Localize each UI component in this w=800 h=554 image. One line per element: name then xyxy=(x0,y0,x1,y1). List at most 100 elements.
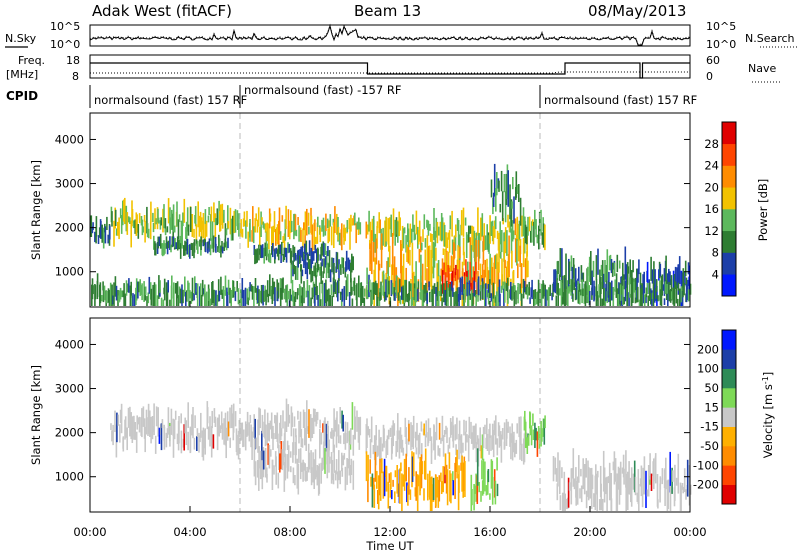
range-cell xyxy=(603,288,605,306)
range-cell xyxy=(412,415,415,439)
range-cell xyxy=(589,291,591,305)
range-cell xyxy=(500,170,503,192)
range-cell xyxy=(603,467,606,503)
range-cell xyxy=(544,224,546,251)
range-cell xyxy=(515,439,518,454)
range-cell xyxy=(557,452,559,487)
range-cell xyxy=(255,437,258,449)
range-cell xyxy=(346,274,349,297)
range-cell xyxy=(199,435,201,443)
range-cell xyxy=(229,407,231,429)
range-cell xyxy=(659,289,662,306)
range-cell xyxy=(276,224,279,245)
range-cell xyxy=(452,242,455,286)
range-cell xyxy=(287,445,290,472)
range-cell xyxy=(513,285,516,306)
beam-title: Beam 13 xyxy=(354,2,421,20)
range-cell xyxy=(676,267,678,289)
range-cell xyxy=(557,282,559,306)
range-cell xyxy=(103,285,106,301)
range-cell xyxy=(401,473,403,511)
range-cell xyxy=(374,451,377,482)
range-cell xyxy=(124,293,127,306)
power-colorbar-bin xyxy=(722,122,736,145)
range-cell xyxy=(205,242,207,253)
range-cell xyxy=(597,470,599,478)
range-cell xyxy=(377,260,380,299)
range-cell xyxy=(219,425,222,434)
range-cell xyxy=(456,270,458,296)
power-heatmap xyxy=(90,163,692,306)
range-cell xyxy=(632,473,635,490)
range-cell xyxy=(230,218,233,241)
range-cell xyxy=(450,286,452,306)
range-cell xyxy=(110,423,112,431)
range-cell xyxy=(456,449,458,479)
range-cell xyxy=(621,277,623,295)
range-cell xyxy=(233,210,235,234)
range-cell xyxy=(286,440,289,450)
range-cell xyxy=(321,221,324,229)
range-cell xyxy=(441,217,444,241)
noise-tick-top-left: 10^5 xyxy=(50,20,80,33)
range-cell xyxy=(351,298,354,306)
range-cell xyxy=(495,254,497,269)
range-cell xyxy=(270,285,273,300)
range-cell xyxy=(568,482,571,491)
range-cell xyxy=(171,275,173,299)
range-cell xyxy=(275,247,278,254)
range-cell xyxy=(520,263,523,289)
range-cell xyxy=(368,210,370,232)
range-cell xyxy=(336,213,338,235)
range-cell xyxy=(322,217,325,237)
freq-tick-8: 8 xyxy=(72,70,79,83)
range-cell xyxy=(135,278,138,301)
range-cell xyxy=(397,277,399,306)
range-cell xyxy=(167,407,170,435)
range-cell xyxy=(120,215,123,234)
range-cell xyxy=(496,438,499,456)
range-cell xyxy=(219,204,222,231)
range-cell xyxy=(423,214,426,230)
range-cell xyxy=(447,251,450,272)
range-cell xyxy=(242,433,244,448)
range-cell xyxy=(331,428,333,439)
range-cell xyxy=(303,287,306,298)
range-cell xyxy=(191,214,194,237)
range-cell xyxy=(489,493,491,500)
freq-unit-label: [MHz] xyxy=(6,68,38,81)
range-cell xyxy=(595,286,598,306)
range-cell xyxy=(524,258,527,291)
range-cell xyxy=(465,232,468,258)
range-cell xyxy=(473,280,475,297)
range-cell xyxy=(398,279,401,293)
range-cell xyxy=(279,231,282,240)
range-cell xyxy=(511,201,513,209)
range-cell xyxy=(482,426,485,448)
range-cell xyxy=(485,283,487,306)
range-cell xyxy=(561,296,564,305)
power-colorbar-bin xyxy=(722,274,736,297)
range-cell xyxy=(284,219,287,241)
range-cell xyxy=(315,236,317,245)
range-cell xyxy=(554,270,557,279)
range-cell xyxy=(682,283,684,298)
range-cell xyxy=(491,266,494,298)
range-cell xyxy=(470,245,473,284)
range-cell xyxy=(470,421,472,439)
range-cell xyxy=(671,291,673,300)
range-cell xyxy=(350,214,352,232)
range-cell xyxy=(294,442,297,464)
range-cell xyxy=(253,286,255,306)
range-cell xyxy=(489,253,491,284)
range-cell xyxy=(377,490,379,504)
range-cell xyxy=(150,288,153,306)
range-cell xyxy=(307,290,309,306)
range-cell xyxy=(312,408,315,434)
velocity-y-axis-label: Slant Range [km] xyxy=(29,365,43,465)
range-cell xyxy=(263,290,265,302)
range-cell xyxy=(380,233,383,268)
range-cell xyxy=(501,230,503,253)
range-cell xyxy=(227,237,229,249)
